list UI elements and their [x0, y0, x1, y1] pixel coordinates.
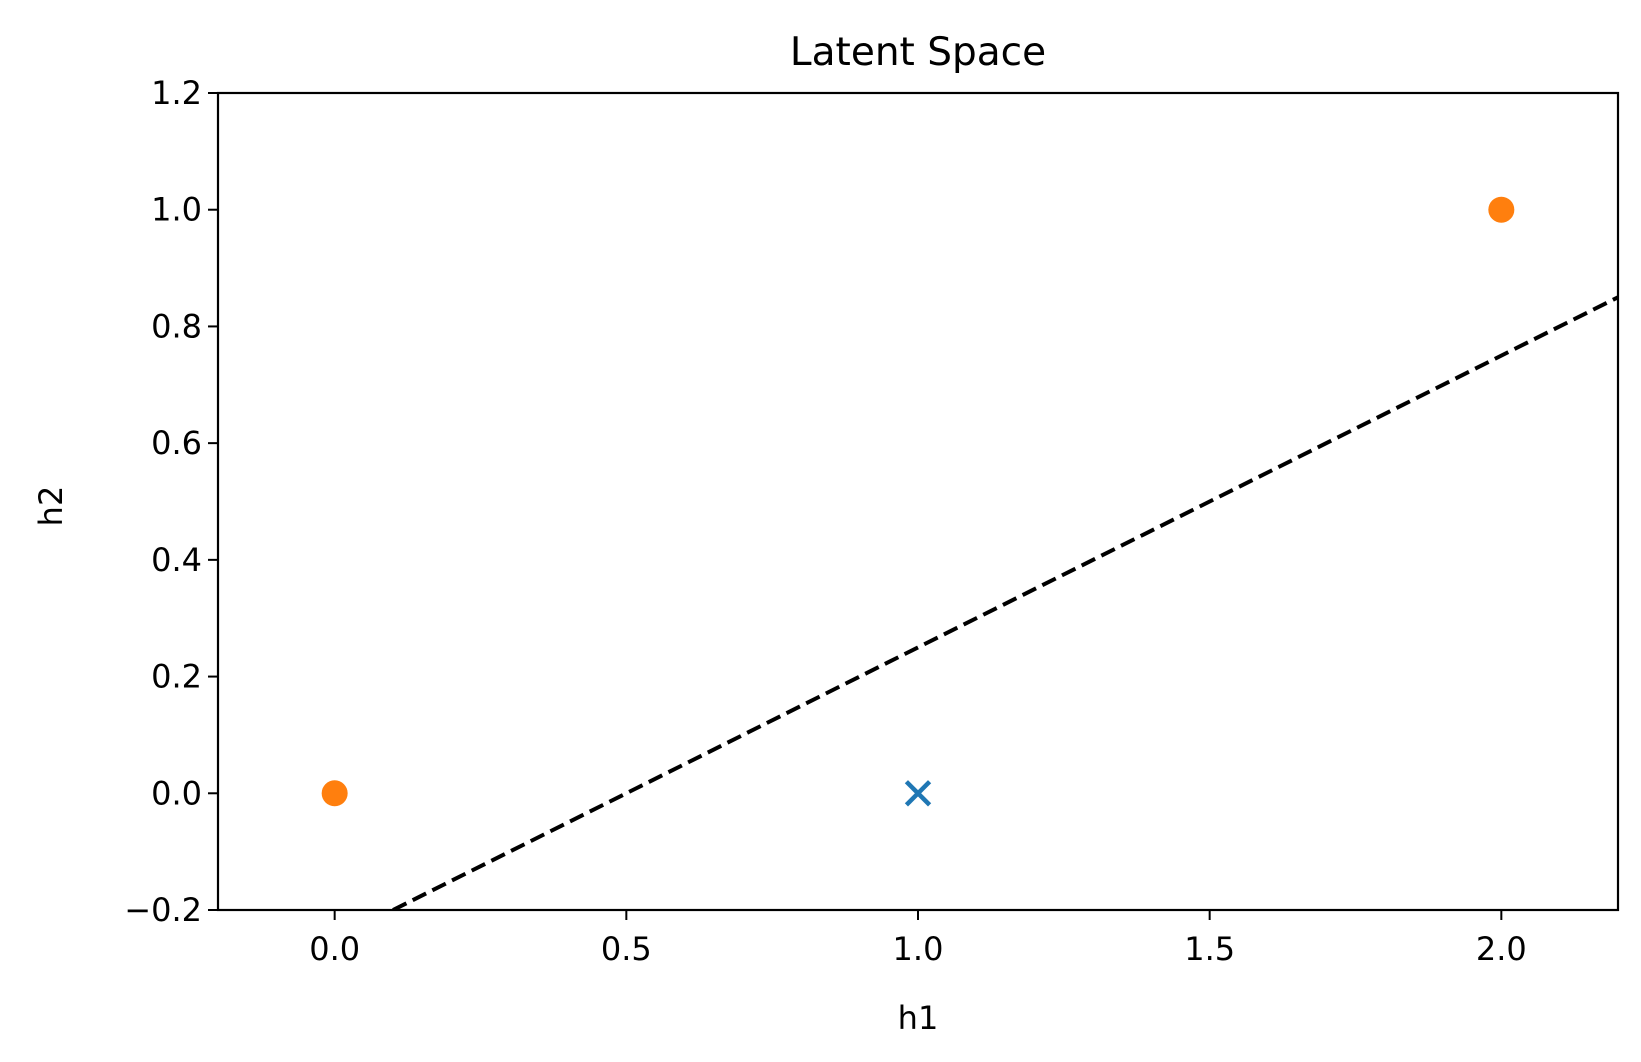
plot-marks	[321, 196, 1618, 910]
x-tick-label: 0.5	[601, 930, 652, 968]
x-axis-ticks: 0.0 0.5 1.0 1.5 2.0	[309, 910, 1527, 968]
y-tick-label: 0.6	[151, 424, 202, 462]
x-tick-label: 2.0	[1476, 930, 1527, 968]
chart-title: Latent Space	[790, 30, 1046, 75]
x-tick-label: 1.0	[893, 930, 944, 968]
x-marker-point	[904, 780, 932, 807]
x-axis-label: h1	[898, 999, 939, 1037]
circle-marker-point	[1488, 196, 1515, 223]
y-tick-label: −0.2	[124, 891, 202, 929]
y-tick-label: 0.2	[151, 658, 202, 696]
decision-boundary-line	[392, 295, 1618, 910]
x-tick-label: 1.5	[1184, 930, 1235, 968]
y-tick-label: 1.0	[151, 191, 202, 229]
y-tick-label: 0.8	[151, 307, 202, 345]
y-tick-label: 0.4	[151, 541, 202, 579]
circle-marker-point	[321, 780, 348, 807]
y-axis-label: h2	[32, 486, 70, 527]
x-tick-label: 0.0	[309, 930, 360, 968]
y-tick-label: 0.0	[151, 774, 202, 812]
y-axis-ticks: −0.2 0.0 0.2 0.4 0.6 0.8 1.0 1.2	[124, 74, 218, 929]
plot-frame	[216, 91, 1620, 912]
y-tick-label: 1.2	[151, 74, 202, 112]
